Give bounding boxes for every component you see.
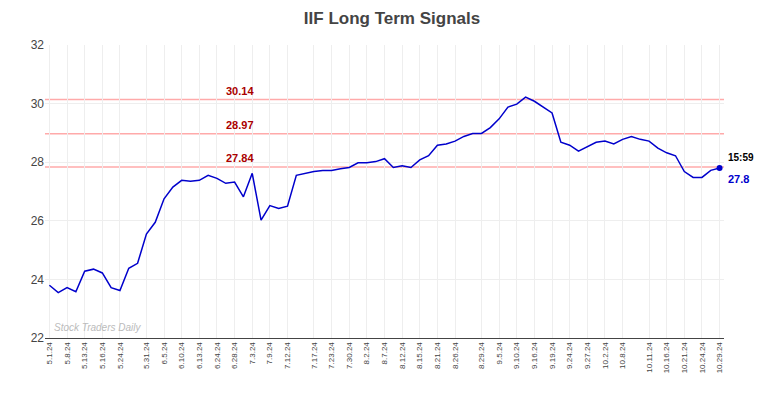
svg-text:10.29.24: 10.29.24	[715, 342, 724, 374]
svg-text:Stock Traders Daily: Stock Traders Daily	[54, 322, 142, 333]
svg-text:IIF Long Term Signals: IIF Long Term Signals	[304, 9, 480, 28]
svg-text:6.5.24: 6.5.24	[160, 342, 169, 365]
svg-text:27.8: 27.8	[728, 173, 749, 185]
svg-text:10.16.24: 10.16.24	[662, 342, 671, 374]
svg-text:6.10.24: 6.10.24	[177, 342, 186, 369]
svg-text:7.12.24: 7.12.24	[283, 342, 292, 369]
svg-text:30: 30	[31, 97, 45, 111]
svg-text:24: 24	[31, 273, 45, 287]
svg-text:7.17.24: 7.17.24	[310, 342, 319, 369]
svg-text:10.8.24: 10.8.24	[618, 342, 627, 369]
svg-text:6.13.24: 6.13.24	[195, 342, 204, 369]
svg-text:8.29.24: 8.29.24	[477, 342, 486, 369]
svg-text:7.30.24: 7.30.24	[345, 342, 354, 369]
svg-text:28.97: 28.97	[226, 119, 254, 131]
svg-text:9.16.24: 9.16.24	[530, 342, 539, 369]
svg-text:7.3.24: 7.3.24	[248, 342, 257, 365]
svg-text:9.10.24: 9.10.24	[512, 342, 521, 369]
svg-text:6.24.24: 6.24.24	[213, 342, 222, 369]
svg-text:9.5.24: 9.5.24	[495, 342, 504, 365]
svg-text:8.15.24: 8.15.24	[415, 342, 424, 369]
svg-text:6.28.24: 6.28.24	[230, 342, 239, 369]
svg-text:5.31.24: 5.31.24	[142, 342, 151, 369]
svg-text:10.2.24: 10.2.24	[601, 342, 610, 369]
svg-text:5.8.24: 5.8.24	[63, 342, 72, 365]
svg-text:10.21.24: 10.21.24	[680, 342, 689, 374]
svg-text:5.1.24: 5.1.24	[45, 342, 54, 365]
svg-text:9.19.24: 9.19.24	[548, 342, 557, 369]
svg-text:10.24.24: 10.24.24	[698, 342, 707, 374]
svg-text:8.21.24: 8.21.24	[433, 342, 442, 369]
svg-text:32: 32	[31, 38, 45, 52]
svg-text:8.7.24: 8.7.24	[380, 342, 389, 365]
svg-text:15:59: 15:59	[728, 152, 754, 163]
svg-text:5.24.24: 5.24.24	[116, 342, 125, 369]
svg-text:5.16.24: 5.16.24	[98, 342, 107, 369]
svg-text:7.9.24: 7.9.24	[265, 342, 274, 365]
svg-text:5.13.24: 5.13.24	[80, 342, 89, 369]
svg-text:8.2.24: 8.2.24	[362, 342, 371, 365]
svg-text:30.14: 30.14	[226, 85, 254, 97]
svg-text:22: 22	[31, 331, 45, 345]
svg-text:26: 26	[31, 214, 45, 228]
svg-text:7.23.24: 7.23.24	[327, 342, 336, 369]
svg-text:9.27.24: 9.27.24	[583, 342, 592, 369]
svg-text:10.11.24: 10.11.24	[645, 342, 654, 373]
svg-text:8.26.24: 8.26.24	[451, 342, 460, 369]
svg-text:28: 28	[31, 155, 45, 169]
svg-text:8.12.24: 8.12.24	[398, 342, 407, 369]
svg-text:27.84: 27.84	[226, 152, 254, 164]
svg-text:9.24.24: 9.24.24	[565, 342, 574, 369]
